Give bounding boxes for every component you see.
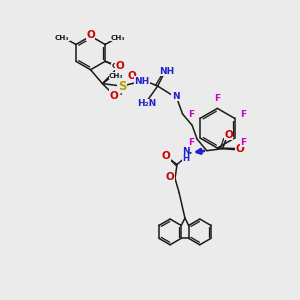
Text: O: O xyxy=(110,91,118,101)
Text: H₂N: H₂N xyxy=(137,99,156,108)
Text: O: O xyxy=(128,71,136,81)
Text: O: O xyxy=(224,130,233,140)
Text: CH₃: CH₃ xyxy=(109,73,124,79)
Text: F: F xyxy=(240,138,247,147)
Text: S: S xyxy=(118,80,126,93)
Text: N: N xyxy=(182,147,190,156)
Text: N: N xyxy=(172,92,179,100)
Text: O: O xyxy=(162,151,170,160)
Text: O: O xyxy=(116,61,124,71)
Text: O: O xyxy=(86,30,95,40)
Text: NH: NH xyxy=(134,76,149,85)
Text: CH₃: CH₃ xyxy=(55,34,69,40)
Text: O: O xyxy=(235,144,244,154)
Text: F: F xyxy=(214,94,220,103)
Text: O: O xyxy=(166,172,175,182)
Text: NH: NH xyxy=(159,67,174,76)
Text: CH₃: CH₃ xyxy=(111,34,125,40)
Text: F: F xyxy=(188,138,194,147)
Text: F: F xyxy=(188,110,194,119)
Text: F: F xyxy=(240,110,247,119)
Text: CH₃: CH₃ xyxy=(112,63,126,69)
Text: CH₃: CH₃ xyxy=(109,89,124,95)
Text: H: H xyxy=(182,154,190,163)
